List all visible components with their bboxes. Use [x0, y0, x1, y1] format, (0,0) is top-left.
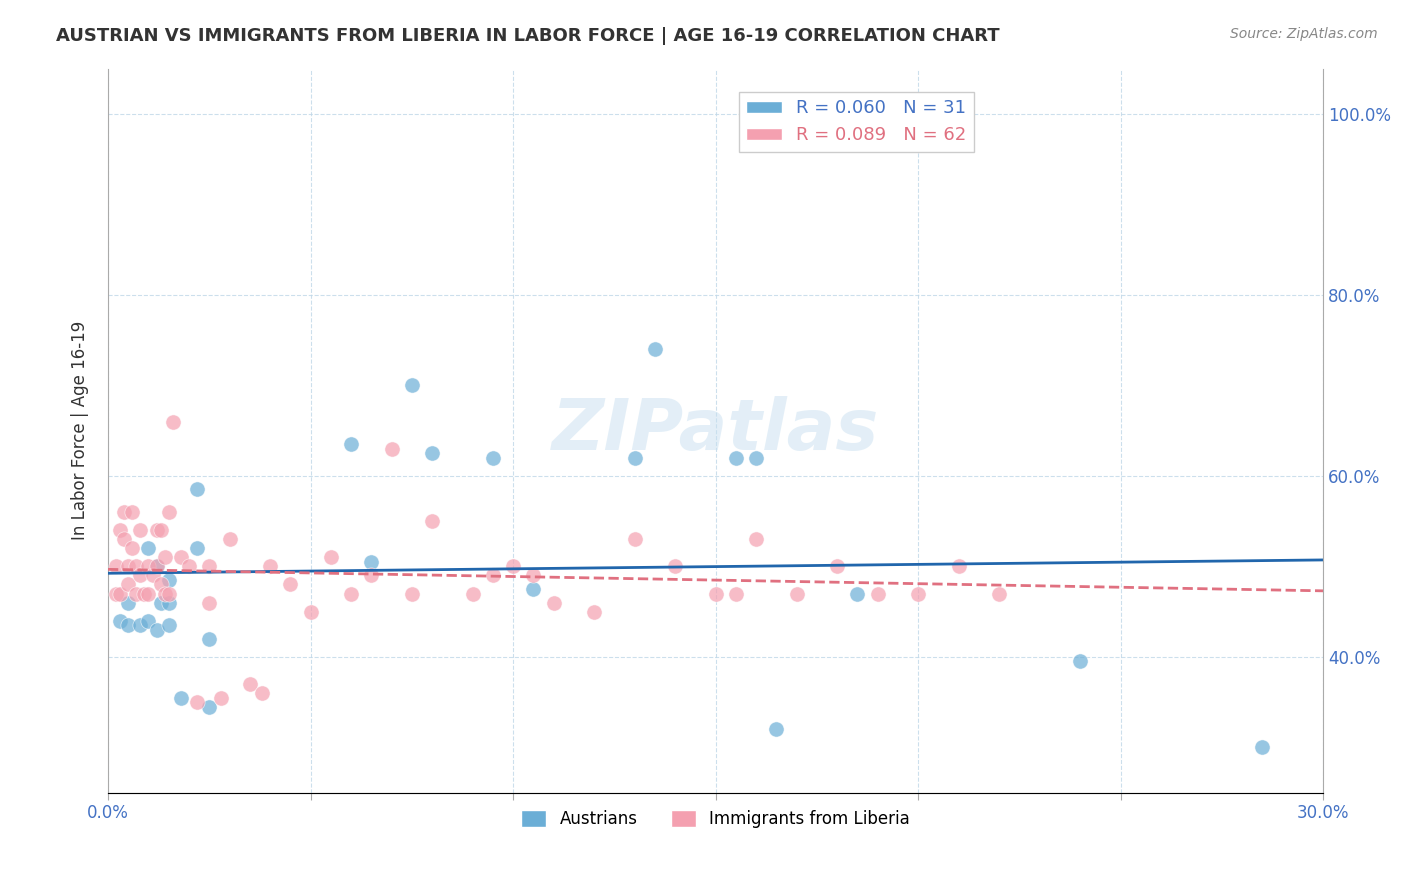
Point — [866, 586, 889, 600]
Point — [198, 632, 221, 646]
Point — [117, 618, 139, 632]
Point — [129, 568, 152, 582]
Point — [846, 586, 869, 600]
Point — [145, 523, 167, 537]
Point — [745, 532, 768, 546]
Point — [461, 586, 484, 600]
Point — [105, 586, 128, 600]
Point — [170, 690, 193, 705]
Point — [1251, 740, 1274, 755]
Point — [623, 532, 645, 546]
Point — [186, 695, 208, 709]
Point — [340, 586, 363, 600]
Point — [198, 699, 221, 714]
Point — [259, 559, 281, 574]
Point — [988, 586, 1011, 600]
Point — [198, 559, 221, 574]
Text: AUSTRIAN VS IMMIGRANTS FROM LIBERIA IN LABOR FORCE | AGE 16-19 CORRELATION CHART: AUSTRIAN VS IMMIGRANTS FROM LIBERIA IN L… — [56, 27, 1000, 45]
Point — [138, 614, 160, 628]
Point — [644, 342, 666, 356]
Point — [153, 586, 176, 600]
Point — [360, 568, 382, 582]
Point — [765, 723, 787, 737]
Point — [664, 559, 686, 574]
Point — [117, 559, 139, 574]
Point — [250, 686, 273, 700]
Point — [401, 378, 423, 392]
Point — [170, 550, 193, 565]
Point — [724, 586, 747, 600]
Legend: Austrians, Immigrants from Liberia: Austrians, Immigrants from Liberia — [515, 804, 917, 835]
Point — [420, 514, 443, 528]
Point — [157, 573, 180, 587]
Point — [825, 559, 848, 574]
Point — [360, 555, 382, 569]
Point — [145, 623, 167, 637]
Point — [157, 618, 180, 632]
Point — [117, 596, 139, 610]
Point — [112, 505, 135, 519]
Point — [129, 523, 152, 537]
Point — [218, 532, 240, 546]
Point — [198, 596, 221, 610]
Point — [125, 586, 148, 600]
Point — [481, 568, 503, 582]
Point — [108, 523, 131, 537]
Point — [724, 450, 747, 465]
Point — [157, 505, 180, 519]
Y-axis label: In Labor Force | Age 16-19: In Labor Force | Age 16-19 — [72, 321, 89, 541]
Text: Source: ZipAtlas.com: Source: ZipAtlas.com — [1230, 27, 1378, 41]
Point — [319, 550, 342, 565]
Point — [157, 596, 180, 610]
Point — [149, 523, 172, 537]
Point — [112, 532, 135, 546]
Point — [948, 559, 970, 574]
Point — [141, 568, 163, 582]
Point — [420, 446, 443, 460]
Text: ZIPatlas: ZIPatlas — [553, 396, 879, 465]
Point — [129, 618, 152, 632]
Point — [153, 550, 176, 565]
Point — [105, 559, 128, 574]
Point — [145, 559, 167, 574]
Point — [125, 559, 148, 574]
Point — [380, 442, 402, 456]
Point — [121, 541, 143, 556]
Point — [157, 586, 180, 600]
Point — [138, 559, 160, 574]
Point — [149, 577, 172, 591]
Point — [177, 559, 200, 574]
Point — [299, 605, 322, 619]
Point — [704, 586, 727, 600]
Point — [239, 677, 262, 691]
Point — [786, 586, 808, 600]
Point — [121, 505, 143, 519]
Point — [522, 582, 544, 596]
Point — [186, 483, 208, 497]
Point — [543, 596, 565, 610]
Point — [162, 415, 184, 429]
Point — [745, 450, 768, 465]
Point — [1069, 654, 1091, 668]
Point — [340, 437, 363, 451]
Point — [522, 568, 544, 582]
Point — [134, 586, 156, 600]
Point — [117, 577, 139, 591]
Point — [145, 559, 167, 574]
Point — [209, 690, 232, 705]
Point — [138, 586, 160, 600]
Point — [481, 450, 503, 465]
Point — [401, 586, 423, 600]
Point — [907, 586, 929, 600]
Point — [149, 596, 172, 610]
Point — [138, 541, 160, 556]
Point — [108, 614, 131, 628]
Point — [583, 605, 606, 619]
Point — [186, 541, 208, 556]
Point — [502, 559, 524, 574]
Point — [108, 586, 131, 600]
Point — [623, 450, 645, 465]
Point — [278, 577, 301, 591]
